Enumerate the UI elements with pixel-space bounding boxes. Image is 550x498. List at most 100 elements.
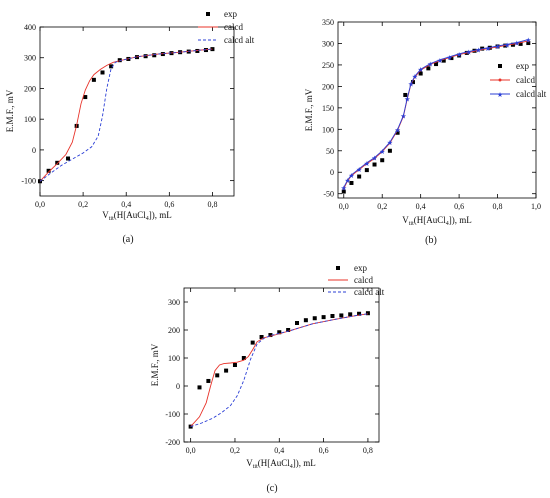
exp-data-point xyxy=(364,168,369,173)
series-line-calcd xyxy=(190,313,368,427)
exp-data-point xyxy=(518,41,523,46)
exp-data-point xyxy=(259,335,264,339)
x-axis-label: Vtit(H[AuCl4]), mL xyxy=(246,458,316,470)
exp-data-point xyxy=(152,53,157,58)
series-line-calcd xyxy=(39,48,213,182)
calcd-alt-point: ★ xyxy=(341,184,347,192)
exp-data-point xyxy=(330,314,335,318)
calcd-alt-point: ★ xyxy=(356,166,362,174)
y-tick-label: 100 xyxy=(322,125,334,134)
legend-label: exp xyxy=(354,263,367,273)
legend-marker: ★ xyxy=(497,91,503,99)
y-tick-label: 150 xyxy=(322,104,334,113)
legend-label: calcd xyxy=(516,75,535,85)
calcd-alt-point: ★ xyxy=(427,61,433,69)
calcd-point xyxy=(527,39,530,43)
calcd-alt-point: ★ xyxy=(379,148,385,156)
exp-data-point xyxy=(339,313,344,318)
x-tick-label: 0,0 xyxy=(186,446,196,455)
exp-data-point xyxy=(241,356,246,360)
exp-data-point xyxy=(441,58,446,63)
exp-data-point xyxy=(91,77,96,82)
calcd-alt-point: ★ xyxy=(348,172,354,180)
x-axis-label: Vtit(H[AuCl4]), mL xyxy=(102,210,172,222)
calcd-alt-point: ★ xyxy=(475,46,481,54)
calcd-alt-point: ★ xyxy=(437,57,443,65)
y-tick-label: 350 xyxy=(322,18,334,27)
exp-data-point xyxy=(206,378,211,383)
plot-frame-a xyxy=(39,26,235,197)
legend-label: calcd alt xyxy=(224,35,255,45)
panel-label: (c) xyxy=(266,483,277,494)
exp-data-point xyxy=(303,318,308,323)
exp-data-point xyxy=(268,333,273,338)
calcd-point xyxy=(342,187,346,190)
exp-data-point xyxy=(312,316,317,321)
x-tick-label: 1,0 xyxy=(531,202,541,211)
y-tick-label: 100 xyxy=(168,354,180,363)
exp-data-point xyxy=(348,312,353,317)
exp-data-point xyxy=(197,385,202,390)
legend-swatch-exp xyxy=(206,12,210,16)
calcd-alt-point: ★ xyxy=(344,177,350,185)
exp-data-point xyxy=(46,168,51,173)
exp-data-point xyxy=(277,330,282,335)
exp-data-point xyxy=(380,158,385,163)
exp-data-point xyxy=(357,174,362,179)
calcd-alt-point: ★ xyxy=(387,139,393,147)
exp-data-point xyxy=(510,42,515,47)
exp-data-point xyxy=(321,315,326,320)
exp-data-point xyxy=(403,92,408,97)
exp-data-point xyxy=(426,66,431,71)
exp-data-point xyxy=(232,363,237,367)
calcd-alt-point: ★ xyxy=(400,113,406,121)
legend-label: calcd alt xyxy=(516,89,547,99)
x-tick-label: 0,6 xyxy=(454,202,464,211)
y-tick-label: 0 xyxy=(32,146,36,155)
calcd-alt-point: ★ xyxy=(412,73,418,81)
exp-data-point xyxy=(372,162,377,167)
plot-frame-b xyxy=(337,21,537,199)
calcd-alt-point: ★ xyxy=(485,45,491,53)
x-tick-label: 0,2 xyxy=(230,446,240,455)
x-tick-label: 0,4 xyxy=(121,200,131,209)
calcd-alt-point: ★ xyxy=(494,43,500,51)
x-tick-label: 0,0 xyxy=(339,202,349,211)
y-axis-label: E.M.F., mV xyxy=(150,343,160,386)
y-tick-label: 200 xyxy=(24,84,36,93)
calcd-alt-point: ★ xyxy=(466,49,472,57)
exp-data-point xyxy=(365,311,370,316)
y-tick-label: 300 xyxy=(322,39,334,48)
x-tick-label: 0,0 xyxy=(35,200,45,209)
exp-data-point xyxy=(117,58,122,63)
exp-data-point xyxy=(395,130,400,135)
y-tick-label: 300 xyxy=(24,54,36,63)
calcd-alt-point: ★ xyxy=(408,80,414,88)
exp-data-point xyxy=(66,156,71,161)
series-line-calcd-alt xyxy=(39,48,213,182)
chart-panel-b: 0,0 0,2 0,4 0,6 0,8 1,0 -50 0 50 100 150 200 250 300 3… xyxy=(304,18,547,246)
y-tick-label: 0 xyxy=(330,168,334,177)
exp-data-point xyxy=(434,62,439,67)
y-tick-label: 50 xyxy=(326,147,334,156)
exp-data-point xyxy=(55,160,60,165)
y-tick-label: 0 xyxy=(176,382,180,391)
exp-data-point xyxy=(143,54,148,59)
exp-data-point xyxy=(295,321,300,325)
x-tick-label: 0,4 xyxy=(274,446,284,455)
exp-data-point xyxy=(83,95,88,100)
y-tick-label: 100 xyxy=(24,115,36,124)
x-tick-label: 0,2 xyxy=(78,200,88,209)
exp-data-point xyxy=(341,189,346,194)
panel-label: (a) xyxy=(122,234,133,245)
x-tick-label: 0,2 xyxy=(377,202,387,211)
x-tick-label: 0,8 xyxy=(363,446,373,455)
exp-data-point xyxy=(100,70,105,75)
legend-label: exp xyxy=(224,9,237,19)
plot-frame-c xyxy=(183,287,380,443)
x-tick-label: 0,8 xyxy=(493,202,503,211)
calcd-alt-point: ★ xyxy=(446,54,452,62)
exp-data-point xyxy=(250,340,255,345)
exp-data-point xyxy=(349,180,354,185)
